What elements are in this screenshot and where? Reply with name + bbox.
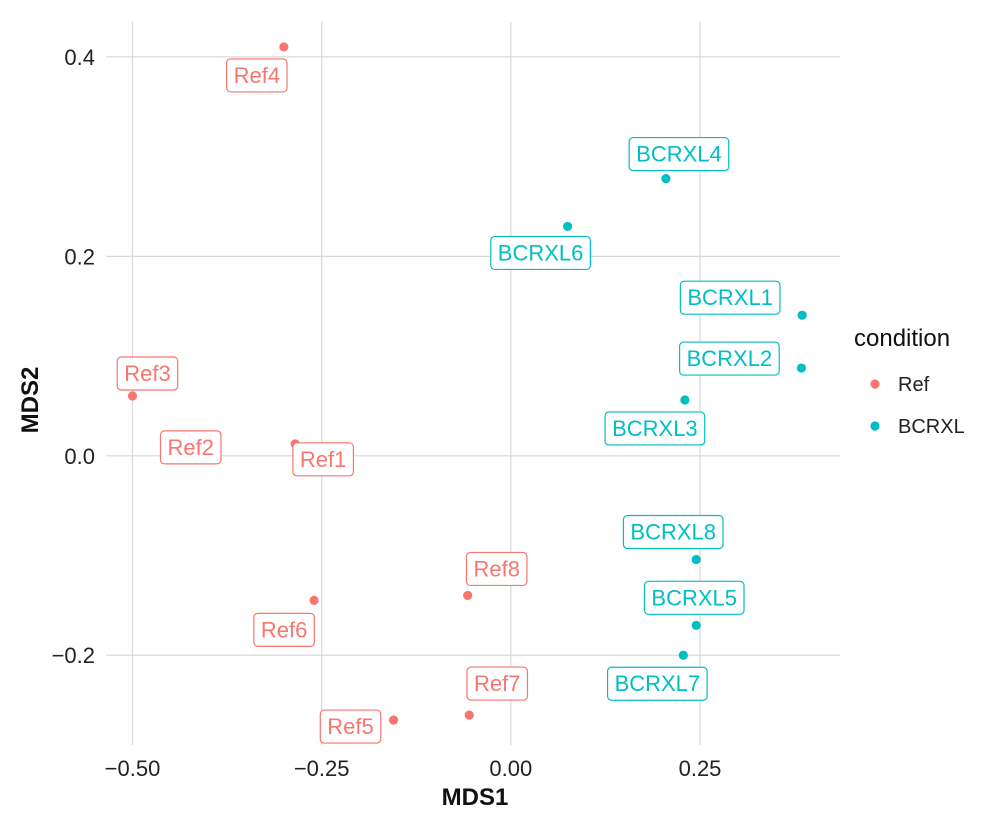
point-label-text: BCRXL4 (636, 142, 722, 167)
point-label-text: BCRXL7 (615, 671, 701, 696)
label-box (319, 709, 382, 744)
legend-label-ref: Ref (898, 374, 930, 396)
label-box (643, 580, 745, 615)
point-label-text: Ref8 (473, 556, 519, 581)
label-box (253, 612, 315, 648)
x-tick-label: −0.50 (105, 756, 161, 781)
label-ref5: Ref5 (319, 709, 382, 744)
label-box (116, 356, 179, 391)
point-ref6 (309, 595, 319, 606)
label-box (159, 430, 222, 465)
x-tick-label: 0.00 (489, 756, 532, 781)
point-bcrxl8 (691, 554, 701, 565)
label-ref7: Ref7 (466, 666, 529, 701)
label-ref6: Ref6 (253, 612, 315, 648)
label-bcrxl5: BCRXL5 (643, 580, 745, 615)
point-ref3 (127, 391, 138, 401)
label-bcrxl4: BCRXL4 (628, 136, 730, 172)
point-bcrxl3 (680, 395, 690, 405)
y-axis-title: MDS2 (17, 367, 44, 434)
legend-label-bcrxl: BCRXL (898, 416, 965, 438)
label-box (622, 514, 724, 550)
legend: condition Ref BCRXL (854, 325, 965, 438)
point-ref5 (388, 715, 399, 725)
label-box (679, 341, 780, 376)
x-tick-label: −0.25 (294, 756, 350, 781)
point-bcrxl4 (661, 173, 671, 184)
point-label-text: Ref6 (261, 617, 307, 642)
point-labels: Ref1 Ref2 Ref3 Ref4 Ref5 Ref6 Ref7 Ref8 BCRXL1 BC… (116, 58, 781, 744)
grid-lines (106, 22, 840, 745)
label-bcrxl2: BCRXL2 (679, 341, 780, 376)
label-ref4: Ref4 (225, 58, 288, 93)
y-tick-label: −0.2 (52, 643, 95, 668)
x-axis-title: MDS1 (442, 784, 509, 811)
point-bcrxl6 (562, 221, 573, 232)
label-box (628, 136, 730, 172)
label-box (225, 58, 288, 93)
point-label-text: Ref3 (124, 361, 170, 386)
label-box (679, 280, 781, 315)
label-ref1: Ref1 (292, 442, 355, 477)
point-bcrxl2 (796, 363, 807, 373)
point-ref4 (279, 42, 289, 52)
point-label-text: BCRXL3 (612, 416, 698, 441)
label-box (292, 442, 355, 477)
label-box (466, 666, 529, 701)
point-label-text: Ref1 (300, 447, 346, 472)
point-label-text: BCRXL1 (687, 285, 773, 310)
point-label-text: Ref7 (474, 671, 520, 696)
point-bcrxl7 (678, 650, 688, 660)
y-tick-label: 0.0 (64, 444, 95, 469)
label-ref8: Ref8 (465, 551, 528, 587)
legend-title: condition (854, 325, 950, 352)
legend-entries: Ref BCRXL (870, 374, 965, 438)
legend-key-ref (870, 379, 880, 389)
point-label-text: BCRXL8 (630, 520, 716, 545)
y-tick-label: 0.2 (64, 244, 95, 269)
label-box (490, 235, 591, 271)
point-label-text: Ref5 (327, 714, 373, 739)
x-axis-ticks: −0.50 −0.25 0.00 0.25 (105, 756, 722, 781)
label-box (465, 551, 528, 587)
point-bcrxl5 (691, 620, 701, 630)
y-tick-label: 0.4 (64, 45, 95, 70)
legend-key-bcrxl (870, 421, 880, 431)
point-label-text: BCRXL5 (651, 585, 737, 610)
label-ref3: Ref3 (116, 356, 179, 391)
label-bcrxl8: BCRXL8 (622, 514, 724, 550)
point-label-text: Ref4 (234, 63, 280, 88)
label-box (604, 411, 706, 446)
point-ref8 (463, 590, 473, 601)
label-bcrxl1: BCRXL1 (679, 280, 781, 315)
point-ref7 (464, 710, 474, 720)
label-ref2: Ref2 (159, 430, 222, 465)
point-bcrxl1 (797, 310, 807, 320)
point-label-text: BCRXL2 (687, 346, 773, 371)
point-label-text: BCRXL6 (498, 240, 584, 265)
label-box (606, 666, 708, 701)
label-bcrxl7: BCRXL7 (606, 666, 708, 701)
point-label-text: Ref2 (167, 435, 213, 460)
label-bcrxl6: BCRXL6 (490, 235, 591, 271)
y-axis-ticks: −0.2 0.0 0.2 0.4 (52, 45, 95, 668)
x-tick-label: 0.25 (679, 756, 722, 781)
label-bcrxl3: BCRXL3 (604, 411, 706, 446)
